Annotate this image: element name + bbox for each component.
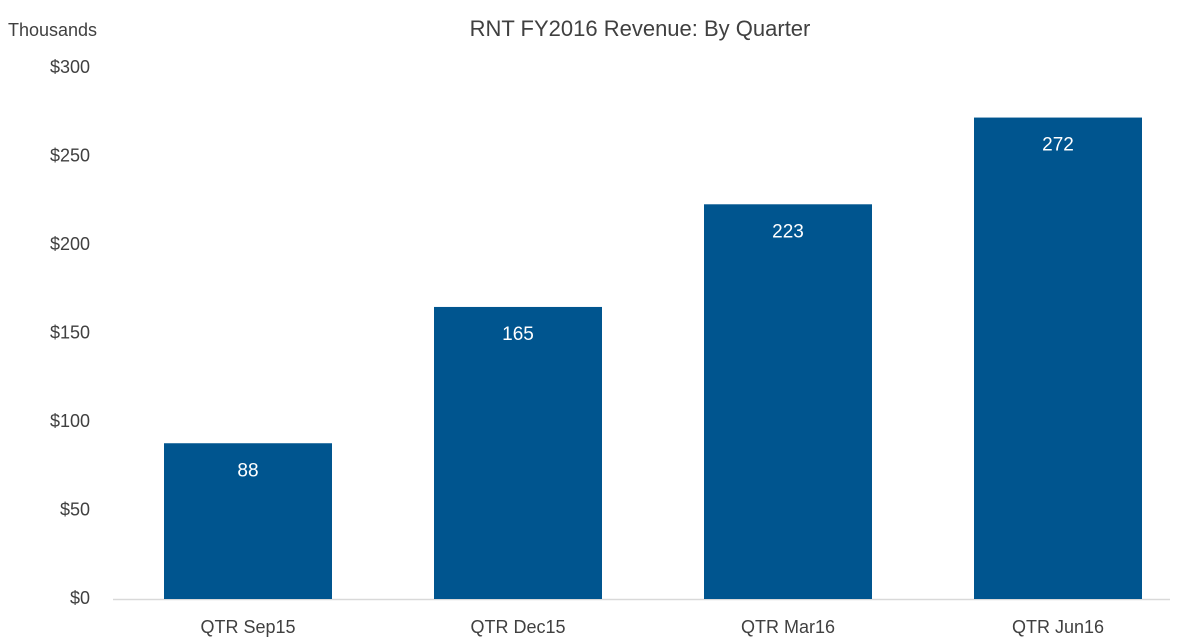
value-label: 88 xyxy=(237,460,258,481)
y-tick-label: $250 xyxy=(50,145,90,165)
bar xyxy=(974,117,1142,599)
y-tick-label: $0 xyxy=(70,588,90,608)
value-label: 272 xyxy=(1042,135,1074,156)
bar xyxy=(434,306,602,599)
chart-title: RNT FY2016 Revenue: By Quarter xyxy=(470,16,811,41)
x-tick-label: QTR Mar16 xyxy=(741,617,835,637)
x-tick-label: QTR Jun16 xyxy=(1012,617,1104,637)
x-tick-label: QTR Sep15 xyxy=(200,617,295,637)
value-label: 223 xyxy=(772,221,804,242)
x-tick-label: QTR Dec15 xyxy=(470,617,565,637)
y-tick-label: $100 xyxy=(50,411,90,431)
bar xyxy=(164,443,332,599)
y-tick-label: $200 xyxy=(50,234,90,254)
bar xyxy=(704,204,872,600)
value-label: 165 xyxy=(502,324,534,345)
y-tick-label: $50 xyxy=(60,499,90,519)
y-tick-label: $150 xyxy=(50,322,90,342)
y-axis-label: Thousands xyxy=(8,20,97,40)
y-tick-label: $300 xyxy=(50,57,90,77)
